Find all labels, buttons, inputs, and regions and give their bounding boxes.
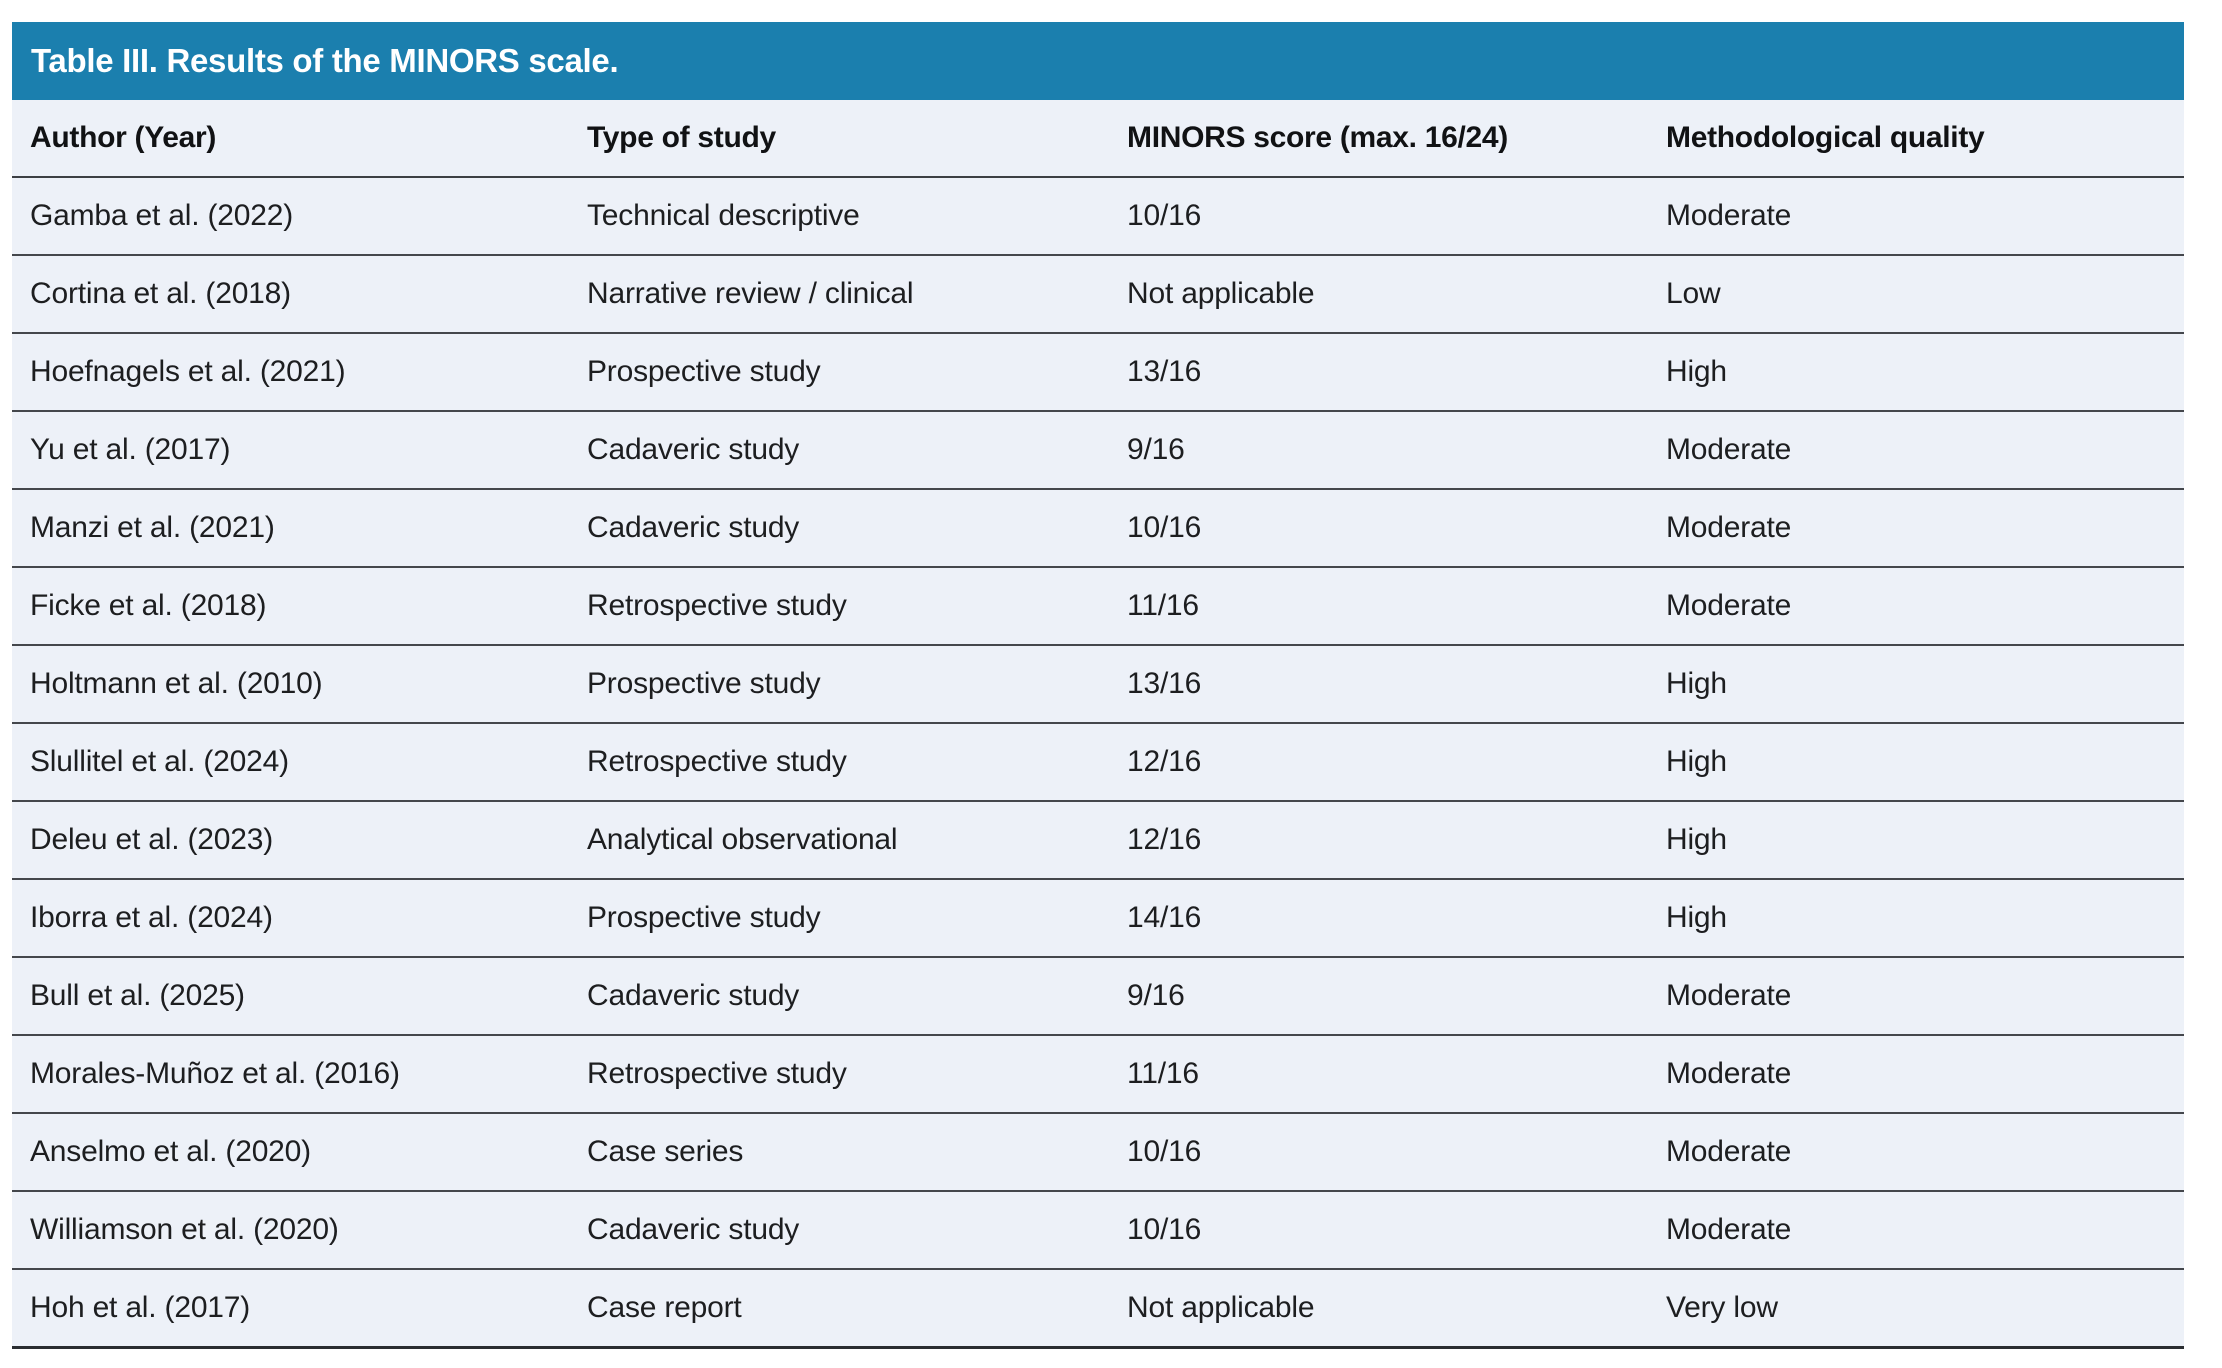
score-cell: 11/16 — [1109, 1035, 1648, 1114]
score-cell: Not applicable — [1109, 1269, 1648, 1349]
type-cell: Prospective study — [569, 333, 1109, 412]
table-header: Author (Year) Type of study MINORS score… — [12, 100, 2184, 178]
score-cell: Not applicable — [1109, 255, 1648, 334]
quality-cell: Moderate — [1648, 1113, 2184, 1192]
table-row: Iborra et al. (2024) Prospective study 1… — [12, 879, 2184, 958]
author-cell: Cortina et al. (2018) — [12, 255, 569, 334]
column-header-author: Author (Year) — [12, 100, 569, 178]
author-cell: Iborra et al. (2024) — [12, 879, 569, 958]
type-cell: Prospective study — [569, 645, 1109, 724]
type-cell: Cadaveric study — [569, 411, 1109, 490]
score-cell: 12/16 — [1109, 723, 1648, 802]
type-cell: Retrospective study — [569, 567, 1109, 646]
author-cell: Holtmann et al. (2010) — [12, 645, 569, 724]
quality-cell: Moderate — [1648, 1035, 2184, 1114]
author-cell: Yu et al. (2017) — [12, 411, 569, 490]
score-cell: 11/16 — [1109, 567, 1648, 646]
table-row: Cortina et al. (2018) Narrative review /… — [12, 255, 2184, 334]
table-row: Slullitel et al. (2024) Retrospective st… — [12, 723, 2184, 802]
author-cell: Slullitel et al. (2024) — [12, 723, 569, 802]
type-cell: Case series — [569, 1113, 1109, 1192]
quality-cell: Moderate — [1648, 567, 2184, 646]
column-header-score: MINORS score (max. 16/24) — [1109, 100, 1648, 178]
author-cell: Ficke et al. (2018) — [12, 567, 569, 646]
table-row: Ficke et al. (2018) Retrospective study … — [12, 567, 2184, 646]
header-row: Author (Year) Type of study MINORS score… — [12, 100, 2184, 178]
type-cell: Narrative review / clinical — [569, 255, 1109, 334]
score-cell: 9/16 — [1109, 411, 1648, 490]
score-cell: 9/16 — [1109, 957, 1648, 1036]
type-cell: Cadaveric study — [569, 957, 1109, 1036]
type-cell: Analytical observational — [569, 801, 1109, 880]
table-row: Anselmo et al. (2020) Case series 10/16 … — [12, 1113, 2184, 1192]
author-cell: Hoh et al. (2017) — [12, 1269, 569, 1349]
table-row: Manzi et al. (2021) Cadaveric study 10/1… — [12, 489, 2184, 568]
score-cell: 10/16 — [1109, 1113, 1648, 1192]
column-header-quality: Methodological quality — [1648, 100, 2184, 178]
minors-table: Author (Year) Type of study MINORS score… — [12, 100, 2184, 1349]
quality-cell: Moderate — [1648, 957, 2184, 1036]
author-cell: Morales-Muñoz et al. (2016) — [12, 1035, 569, 1114]
score-cell: 12/16 — [1109, 801, 1648, 880]
table-row: Williamson et al. (2020) Cadaveric study… — [12, 1191, 2184, 1270]
table-title-bar: Table III. Results of the MINORS scale. — [12, 22, 2184, 100]
type-cell: Technical descriptive — [569, 177, 1109, 256]
table-title: Table III. Results of the MINORS scale. — [31, 42, 619, 79]
score-cell: 14/16 — [1109, 879, 1648, 958]
type-cell: Prospective study — [569, 879, 1109, 958]
author-cell: Hoefnagels et al. (2021) — [12, 333, 569, 412]
quality-cell: Moderate — [1648, 411, 2184, 490]
table-row: Gamba et al. (2022) Technical descriptiv… — [12, 177, 2184, 256]
table-body: Gamba et al. (2022) Technical descriptiv… — [12, 177, 2184, 1349]
quality-cell: High — [1648, 333, 2184, 412]
author-cell: Bull et al. (2025) — [12, 957, 569, 1036]
minors-results-table: Table III. Results of the MINORS scale. … — [12, 22, 2184, 1349]
quality-cell: High — [1648, 723, 2184, 802]
score-cell: 13/16 — [1109, 333, 1648, 412]
table-row: Holtmann et al. (2010) Prospective study… — [12, 645, 2184, 724]
author-cell: Deleu et al. (2023) — [12, 801, 569, 880]
author-cell: Williamson et al. (2020) — [12, 1191, 569, 1270]
table-row: Bull et al. (2025) Cadaveric study 9/16 … — [12, 957, 2184, 1036]
quality-cell: Very low — [1648, 1269, 2184, 1349]
quality-cell: Moderate — [1648, 177, 2184, 256]
quality-cell: High — [1648, 879, 2184, 958]
table-row: Hoefnagels et al. (2021) Prospective stu… — [12, 333, 2184, 412]
type-cell: Retrospective study — [569, 1035, 1109, 1114]
quality-cell: High — [1648, 801, 2184, 880]
type-cell: Cadaveric study — [569, 1191, 1109, 1270]
score-cell: 10/16 — [1109, 489, 1648, 568]
type-cell: Cadaveric study — [569, 489, 1109, 568]
score-cell: 10/16 — [1109, 1191, 1648, 1270]
table-row: Morales-Muñoz et al. (2016) Retrospectiv… — [12, 1035, 2184, 1114]
table-row: Hoh et al. (2017) Case report Not applic… — [12, 1269, 2184, 1349]
author-cell: Gamba et al. (2022) — [12, 177, 569, 256]
author-cell: Anselmo et al. (2020) — [12, 1113, 569, 1192]
table-row: Yu et al. (2017) Cadaveric study 9/16 Mo… — [12, 411, 2184, 490]
author-cell: Manzi et al. (2021) — [12, 489, 569, 568]
quality-cell: Moderate — [1648, 489, 2184, 568]
quality-cell: Moderate — [1648, 1191, 2184, 1270]
score-cell: 10/16 — [1109, 177, 1648, 256]
type-cell: Case report — [569, 1269, 1109, 1349]
column-header-type: Type of study — [569, 100, 1109, 178]
table-row: Deleu et al. (2023) Analytical observati… — [12, 801, 2184, 880]
type-cell: Retrospective study — [569, 723, 1109, 802]
quality-cell: Low — [1648, 255, 2184, 334]
quality-cell: High — [1648, 645, 2184, 724]
score-cell: 13/16 — [1109, 645, 1648, 724]
